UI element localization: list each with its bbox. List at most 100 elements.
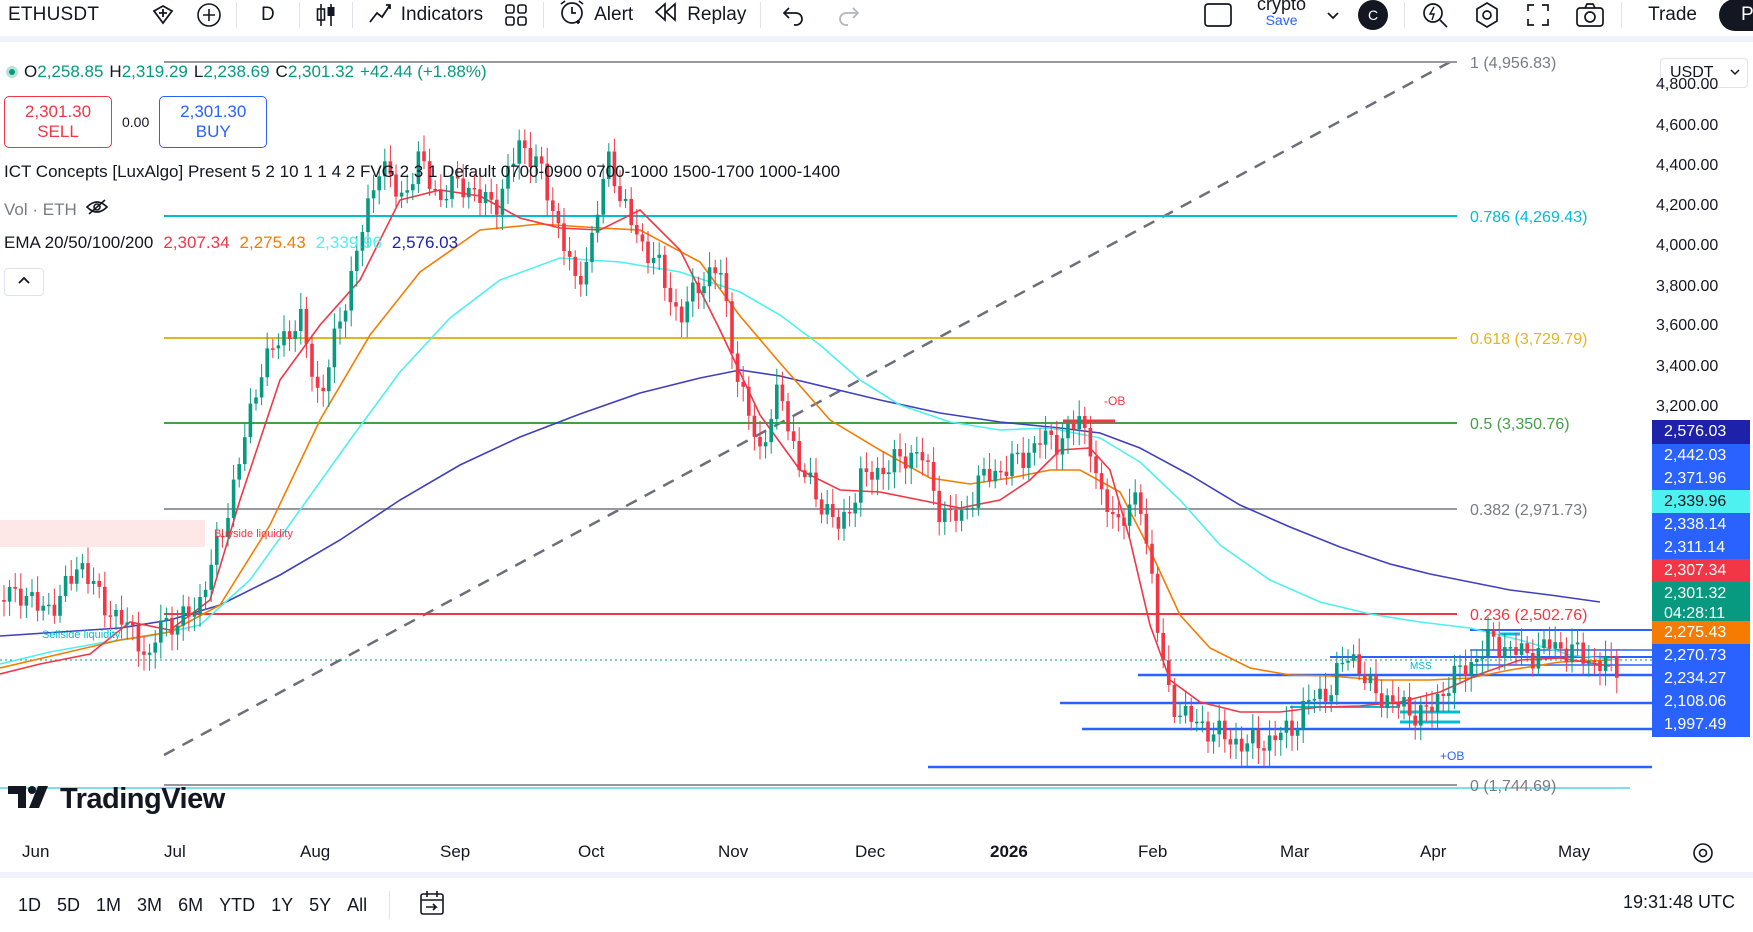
quick-search-button[interactable] (1409, 0, 1461, 30)
price-tag[interactable]: 2,576.03 (1652, 420, 1750, 444)
candle-body (573, 256, 577, 276)
candle-body (1060, 438, 1065, 455)
collapse-legend-button[interactable] (4, 268, 44, 296)
candle-body (399, 192, 404, 197)
candle-body (243, 437, 247, 465)
chart-settings-button[interactable] (1690, 840, 1716, 871)
candle-body (1228, 739, 1233, 745)
candle-body (1267, 735, 1272, 751)
symbol-search-button[interactable]: ETHUSDT (0, 0, 140, 30)
price-tag[interactable]: 2,270.73 (1652, 644, 1750, 668)
account-button[interactable]: C (1346, 0, 1400, 30)
undo-button[interactable] (765, 0, 821, 30)
range-1d-button[interactable]: 1D (18, 894, 42, 915)
candle-body (1458, 665, 1462, 667)
candle-body (226, 517, 230, 538)
candle-body (293, 330, 297, 340)
candle-body (707, 267, 712, 287)
range-ytd-button[interactable]: YTD (219, 894, 256, 915)
candle-body (1508, 647, 1513, 649)
settings-button[interactable] (1461, 0, 1513, 30)
sell-button[interactable]: 2,301.30 SELL (4, 96, 112, 148)
candle-body (24, 596, 29, 606)
range-6m-button[interactable]: 6M (178, 894, 204, 915)
candle-body (987, 468, 992, 482)
candle-body (724, 273, 729, 302)
buy-button[interactable]: 2,301.30 BUY (159, 96, 268, 148)
currency-label: USDT (1670, 64, 1714, 81)
ict-indicator-legend[interactable]: ICT Concepts [LuxAlgo] Present 5 2 10 1 … (4, 162, 840, 182)
candle-body (198, 596, 202, 614)
candle-body (864, 468, 869, 472)
go-to-date-button[interactable] (418, 889, 446, 922)
candle-body (976, 475, 981, 508)
candle-body (1155, 573, 1160, 633)
range-1y-button[interactable]: 1Y (271, 894, 294, 915)
candle-body (674, 302, 678, 307)
ohlc-legend: O2,258.85 H2,319.29 L2,238.69 C2,301.32 … (6, 62, 487, 82)
price-tag[interactable]: 2,338.14 (1652, 513, 1750, 537)
candle-body (556, 211, 561, 224)
range-5y-button[interactable]: 5Y (309, 894, 332, 915)
fullscreen-button[interactable] (1513, 0, 1563, 30)
price-tag[interactable]: 1,997.49 (1652, 713, 1750, 737)
toolbar-divider (298, 2, 300, 28)
fib-label: 0.382 (2,971.73) (1470, 502, 1587, 519)
templates-button[interactable] (493, 0, 539, 30)
candle-body (131, 622, 135, 626)
price-tag[interactable]: 2,234.27 (1652, 667, 1750, 691)
price-tag[interactable]: 2,307.34 (1652, 559, 1750, 583)
replay-button[interactable]: Replay (643, 0, 756, 30)
interval-button[interactable]: D (241, 0, 295, 30)
bottom-toolbar: 1D 5D 1M 3M 6M YTD 1Y 5Y All (0, 878, 1753, 932)
chart-canvas[interactable]: Buyside liquidity Sellside liquidity -OB… (0, 42, 1652, 842)
currency-select[interactable]: USDT (1660, 58, 1748, 88)
chart-type-button[interactable] (304, 0, 348, 30)
add-symbol-button[interactable] (140, 0, 186, 30)
trade-button[interactable]: Trade (1626, 0, 1719, 30)
price-tag[interactable]: 2,339.96 (1652, 490, 1750, 514)
candle-body (539, 156, 544, 164)
price-tag[interactable]: 2,371.96 (1652, 467, 1750, 491)
range-1m-button[interactable]: 1M (96, 894, 122, 915)
symbol-label: ETHUSDT (8, 4, 100, 25)
volume-indicator-legend[interactable]: Vol · ETH (4, 198, 109, 221)
publish-button[interactable]: Pu (1719, 0, 1753, 31)
candle-body (1318, 688, 1322, 700)
compare-button[interactable] (186, 0, 232, 30)
candle-body (332, 328, 337, 368)
price-tag[interactable]: 2,311.14 (1652, 536, 1750, 560)
range-all-button[interactable]: All (347, 894, 368, 915)
utc-clock[interactable]: 19:31:48 UTC (1622, 892, 1735, 912)
alert-button[interactable]: Alert (548, 0, 643, 30)
range-5d-button[interactable]: 5D (57, 894, 81, 915)
eye-hidden-icon[interactable] (85, 198, 109, 221)
candle-body (47, 604, 51, 607)
ema-20-value: 2,307.34 (163, 233, 230, 252)
tradingview-logo-icon (8, 786, 52, 813)
candle-body (959, 509, 964, 521)
price-tag[interactable]: 2,442.03 (1652, 444, 1750, 468)
layout-select-button[interactable] (1193, 0, 1243, 30)
candle-body (1071, 423, 1076, 430)
layout-menu-button[interactable] (1320, 0, 1346, 30)
range-3m-button[interactable]: 3M (137, 894, 163, 915)
price-tick-label: 3,400.00 (1656, 358, 1719, 375)
snapshot-button[interactable] (1563, 0, 1617, 30)
candle-body (170, 617, 174, 635)
layout-name-button[interactable]: crypto Save (1243, 0, 1320, 30)
top-toolbar: ETHUSDT D Indicators Alert Replay crypto (0, 0, 1753, 31)
ema-indicator-legend[interactable]: EMA 20/50/100/200 2,307.34 2,275.43 2,33… (4, 233, 458, 253)
candle-body (584, 262, 589, 285)
candle-body (1480, 656, 1485, 660)
price-tag[interactable]: 2,108.06 (1652, 690, 1750, 714)
market-status-icon[interactable] (6, 66, 18, 78)
redo-button[interactable] (821, 0, 877, 30)
candle-body (164, 617, 169, 621)
candle-body (287, 331, 292, 340)
indicators-button[interactable]: Indicators (357, 0, 493, 30)
candle-body (41, 605, 45, 611)
price-tag[interactable]: 2,275.43 (1652, 621, 1750, 645)
candle-body (58, 595, 62, 616)
chart-pane[interactable]: Buyside liquidity Sellside liquidity -OB… (0, 42, 1753, 892)
